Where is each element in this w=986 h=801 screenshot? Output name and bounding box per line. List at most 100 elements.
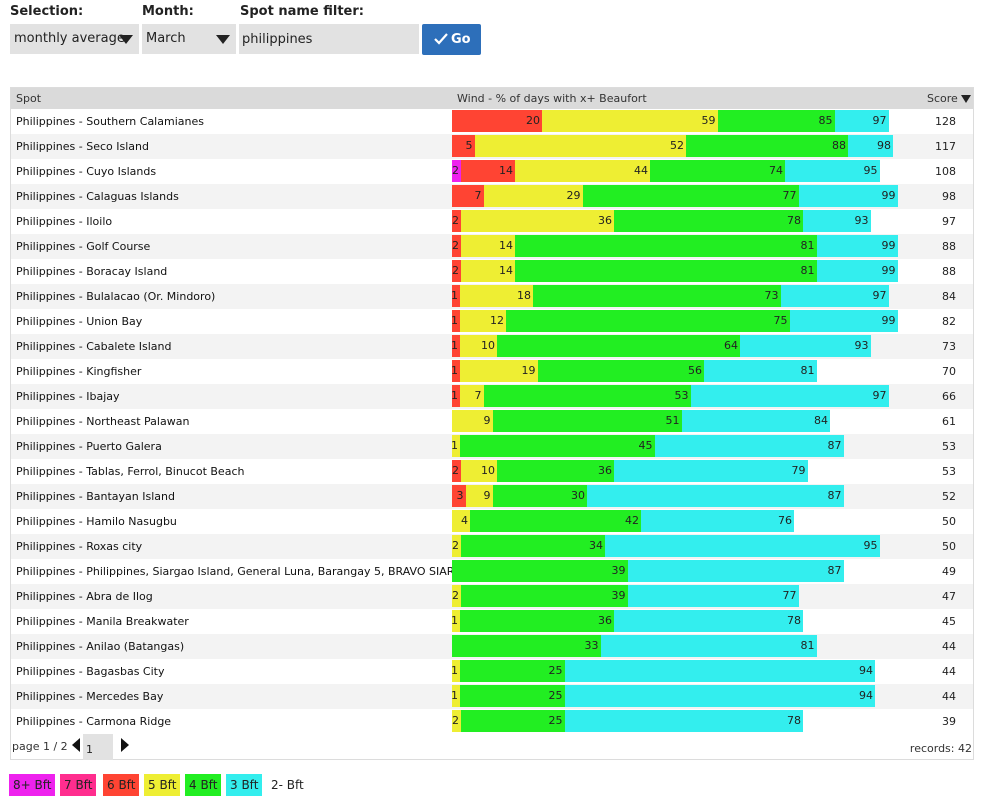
table-row[interactable]: Philippines - Northeast Palawan 84 51 9 61 bbox=[11, 409, 973, 434]
legend-item: 5 Bft bbox=[144, 774, 181, 796]
spot-name[interactable]: Philippines - Cabalete Island bbox=[16, 340, 172, 353]
wind-bar-b4 bbox=[452, 285, 781, 307]
table-row[interactable]: Philippines - Puerto Galera 87 45 1 53 bbox=[11, 434, 973, 459]
table-row[interactable]: Philippines - Roxas city 95 34 2 50 bbox=[11, 534, 973, 559]
spot-score: 53 bbox=[942, 440, 956, 453]
wind-bar-label-b4: 30 bbox=[571, 489, 585, 502]
spot-name[interactable]: Philippines - Union Bay bbox=[16, 315, 143, 328]
spot-score: 44 bbox=[942, 665, 956, 678]
table-row[interactable]: Philippines - Seco Island 98 88 52 5 117 bbox=[11, 134, 973, 159]
table-header: Spot Wind - % of days with x+ Beaufort S… bbox=[11, 88, 973, 109]
spot-name[interactable]: Philippines - Iloilo bbox=[16, 215, 113, 228]
table-row[interactable]: Philippines - Union Bay 99 75 12 1 82 bbox=[11, 309, 973, 334]
table-row[interactable]: Philippines - Boracay Island 99 81 14 2 88 bbox=[11, 259, 973, 284]
spot-filter-input[interactable] bbox=[239, 24, 419, 54]
spot-name[interactable]: Philippines - Cuyo Islands bbox=[16, 165, 157, 178]
page-number-input[interactable] bbox=[83, 734, 113, 760]
table-row[interactable]: Philippines - Manila Breakwater 78 36 1 45 bbox=[11, 609, 973, 634]
table-row[interactable]: Philippines - Bagasbas City 94 25 1 44 bbox=[11, 659, 973, 684]
spot-name[interactable]: Philippines - Bulalacao (Or. Mindoro) bbox=[16, 290, 216, 303]
table-row[interactable]: Philippines - Southern Calamianes 97 85 59 2… bbox=[11, 109, 973, 134]
month-label: Month: bbox=[142, 4, 194, 19]
wind-bar-b5 bbox=[452, 710, 461, 732]
table-row[interactable]: Philippines - Bantayan Island 87 30 9 3 52 bbox=[11, 484, 973, 509]
wind-bar-label-b5: 29 bbox=[566, 189, 581, 202]
wind-bar-label-b4: 25 bbox=[548, 714, 563, 727]
table-row[interactable]: Philippines - Cabalete Island 93 64 10 1 73 bbox=[11, 334, 973, 359]
table-row[interactable]: Philippines - Anilao (Batangas) 81 33 44 bbox=[11, 634, 973, 659]
wind-bar-label-b4: 36 bbox=[598, 614, 612, 627]
previous-page-icon[interactable] bbox=[72, 738, 80, 752]
spot-name[interactable]: Philippines - Puerto Galera bbox=[16, 440, 162, 453]
wind-bar-label-b4: 81 bbox=[800, 239, 815, 252]
spot-name[interactable]: Philippines - Abra de Ilog bbox=[16, 590, 153, 603]
wind-bar-label-b5: 9 bbox=[483, 489, 491, 502]
table-row[interactable]: Philippines - Golf Course 99 81 14 2 88 bbox=[11, 234, 973, 259]
spot-name[interactable]: Philippines - Tablas, Ferrol, Binucot Be… bbox=[16, 465, 245, 478]
wind-bar-label-b3: 97 bbox=[872, 114, 887, 127]
wind-bar-b5 bbox=[452, 460, 497, 482]
spot-name[interactable]: Philippines - Hamilo Nasugbu bbox=[16, 515, 177, 528]
table-row[interactable]: Philippines - Mercedes Bay 94 25 1 44 bbox=[11, 684, 973, 709]
spot-score: 45 bbox=[942, 615, 956, 628]
spot-name[interactable]: Philippines - Golf Course bbox=[16, 240, 151, 253]
spot-name[interactable]: Philippines - Mercedes Bay bbox=[16, 690, 164, 703]
table-row[interactable]: Philippines - Calaguas Islands 99 77 29 7 98 bbox=[11, 184, 973, 209]
wind-bar-b5 bbox=[452, 510, 470, 532]
wind-bar-b6 bbox=[452, 160, 515, 182]
wind-bar-b4 bbox=[452, 660, 565, 682]
wind-bar-label-b3: 87 bbox=[827, 489, 842, 502]
month-dropdown[interactable]: March bbox=[142, 24, 236, 54]
spot-name[interactable]: Philippines - Carmona Ridge bbox=[16, 715, 172, 728]
wind-bar-label-b6: 14 bbox=[499, 164, 513, 177]
wind-bar-label-b3: 95 bbox=[863, 539, 878, 552]
spot-name[interactable]: Philippines - Northeast Palawan bbox=[16, 415, 190, 428]
wind-bar-label-b3: 77 bbox=[782, 589, 797, 602]
wind-bar-b6 bbox=[452, 335, 460, 357]
wind-bar-label-b6: 2 bbox=[452, 239, 459, 252]
spot-name[interactable]: Philippines - Kingfisher bbox=[16, 365, 142, 378]
spot-score: 82 bbox=[942, 315, 956, 328]
next-page-icon[interactable] bbox=[121, 738, 129, 752]
table-row[interactable]: Philippines - Abra de Ilog 77 39 2 47 bbox=[11, 584, 973, 609]
wind-bar-label-b5: 1 bbox=[451, 439, 458, 452]
wind-bar-label-b5: 9 bbox=[483, 414, 491, 427]
wind-bar-b6 bbox=[452, 285, 460, 307]
table-row[interactable]: Philippines - Cuyo Islands 95 74 44 14 2 108 bbox=[11, 159, 973, 184]
spot-score: 88 bbox=[942, 265, 956, 278]
table-row[interactable]: Philippines - Hamilo Nasugbu 76 42 4 50 bbox=[11, 509, 973, 534]
spot-name[interactable]: Philippines - Calaguas Islands bbox=[16, 190, 179, 203]
spot-name[interactable]: Philippines - Roxas city bbox=[16, 540, 143, 553]
table-row[interactable]: Philippines - Bulalacao (Or. Mindoro) 97 7… bbox=[11, 284, 973, 309]
spot-name[interactable]: Philippines - Anilao (Batangas) bbox=[16, 640, 185, 653]
spot-name[interactable]: Philippines - Boracay Island bbox=[16, 265, 168, 278]
wind-bar-label-b5: 4 bbox=[461, 514, 468, 527]
column-header-score[interactable]: Score bbox=[927, 88, 971, 109]
spot-name[interactable]: Philippines - Bagasbas City bbox=[16, 665, 165, 678]
wind-bar-label-b5: 44 bbox=[634, 164, 648, 177]
table-row[interactable]: Philippines - Kingfisher 81 56 19 1 70 bbox=[11, 359, 973, 384]
spot-score: 49 bbox=[942, 565, 956, 578]
wind-bar-label-b3: 99 bbox=[881, 264, 896, 277]
wind-bar-b6 bbox=[452, 310, 460, 332]
spot-name[interactable]: Philippines - Bantayan Island bbox=[16, 490, 175, 503]
wind-bar-b4 bbox=[452, 435, 655, 457]
wind-bar-b5 bbox=[452, 235, 515, 257]
spot-name[interactable]: Philippines - Southern Calamianes bbox=[16, 115, 204, 128]
wind-bar-b4 bbox=[452, 560, 628, 582]
table-row[interactable]: Philippines - Ibajay 97 53 7 1 66 bbox=[11, 384, 973, 409]
go-button[interactable]: Go bbox=[422, 24, 481, 55]
table-row[interactable]: Philippines - Carmona Ridge 78 25 2 39 bbox=[11, 709, 973, 734]
table-row[interactable]: Philippines - Tablas, Ferrol, Binucot Be… bbox=[11, 459, 973, 484]
wind-bar-b5 bbox=[452, 660, 460, 682]
spot-name[interactable]: Philippines - Manila Breakwater bbox=[16, 615, 189, 628]
month-value: March bbox=[146, 31, 186, 46]
table-row[interactable]: Philippines - Iloilo 93 78 36 2 97 bbox=[11, 209, 973, 234]
spot-name[interactable]: Philippines - Philippines, Siargao Islan… bbox=[16, 565, 479, 578]
table-row[interactable]: Philippines - Philippines, Siargao Islan… bbox=[11, 559, 973, 584]
spot-name[interactable]: Philippines - Ibajay bbox=[16, 390, 120, 403]
wind-bar-b4 bbox=[452, 635, 601, 657]
selection-dropdown[interactable]: monthly average bbox=[10, 24, 139, 54]
spot-name[interactable]: Philippines - Seco Island bbox=[16, 140, 149, 153]
spot-score: 52 bbox=[942, 490, 956, 503]
